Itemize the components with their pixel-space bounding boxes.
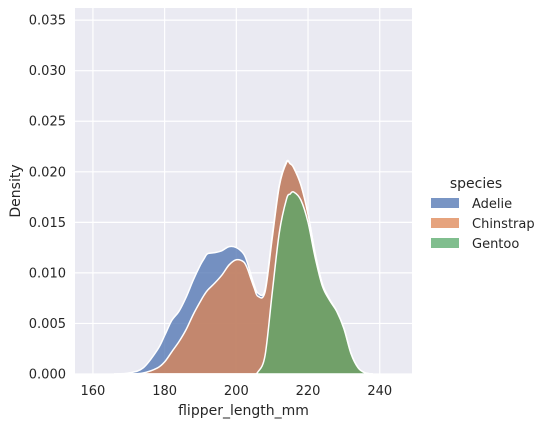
y-tick-label: 0.005 — [29, 317, 66, 332]
y-tick-label: 0.025 — [29, 115, 66, 130]
y-tick-label: 0.030 — [29, 64, 66, 79]
legend-swatch-gentoo — [431, 238, 459, 248]
x-tick-label: 160 — [81, 384, 106, 399]
x-axis-ticks: 160 180 200 220 240 — [81, 384, 393, 399]
grid — [75, 8, 412, 375]
legend-label-chinstrap: Chinstrap — [472, 217, 535, 232]
x-tick-label: 200 — [224, 384, 249, 399]
legend: species Adelie Chinstrap Gentoo — [431, 176, 535, 252]
legend-swatch-chinstrap — [431, 218, 459, 228]
legend-title: species — [450, 176, 502, 192]
y-axis-label: Density — [8, 164, 24, 217]
y-tick-label: 0.010 — [29, 266, 66, 281]
legend-label-adelie: Adelie — [472, 197, 512, 212]
y-tick-label: 0.035 — [29, 14, 66, 29]
area-gentoo — [113, 190, 374, 375]
y-axis-ticks: 0.000 0.005 0.010 0.015 0.020 0.025 0.030 0.035 — [29, 14, 66, 383]
x-axis-label: flipper_length_mm — [178, 403, 309, 419]
y-tick-label: 0.000 — [29, 368, 66, 383]
legend-swatch-adelie — [431, 198, 459, 208]
y-tick-label: 0.020 — [29, 165, 66, 180]
density-areas — [113, 159, 374, 375]
y-tick-label: 0.015 — [29, 216, 66, 231]
x-tick-label: 220 — [296, 384, 321, 399]
x-tick-label: 180 — [152, 384, 177, 399]
x-tick-label: 240 — [367, 384, 392, 399]
legend-label-gentoo: Gentoo — [472, 237, 519, 252]
